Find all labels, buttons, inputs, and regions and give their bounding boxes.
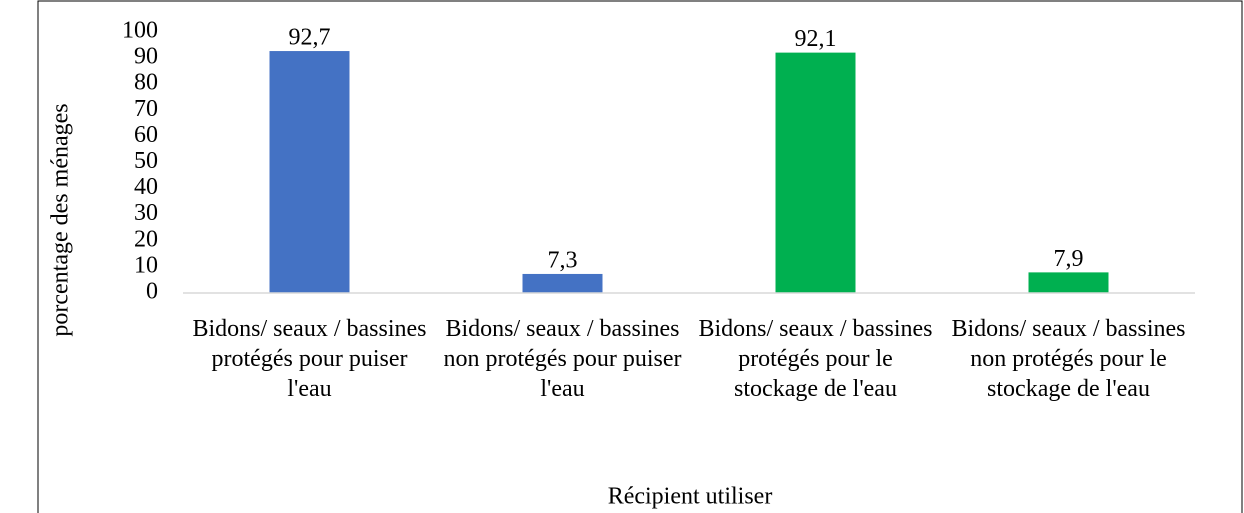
data-label: 92,1 — [795, 26, 837, 52]
y-tick-label: 20 — [134, 226, 158, 252]
y-tick-label: 90 — [134, 44, 158, 70]
chart-frame — [37, 0, 1243, 513]
bar — [269, 51, 350, 293]
x-tick-label: Bidons/ seaux / bassines protégés pour p… — [192, 316, 427, 402]
x-tick-label: Bidons/ seaux / bassines non protégés po… — [951, 316, 1186, 402]
y-tick-label: 30 — [134, 200, 158, 226]
bar — [775, 52, 856, 293]
bar — [1028, 272, 1109, 293]
bar — [522, 273, 603, 293]
x-tick-label: Bidons/ seaux / bassines non protégés po… — [443, 316, 682, 402]
y-tick-label: 80 — [134, 70, 158, 96]
y-tick-label: 60 — [134, 122, 158, 148]
y-tick-label: 70 — [134, 96, 158, 122]
y-tick-label: 40 — [134, 174, 158, 200]
data-label: 7,9 — [1054, 246, 1084, 272]
y-tick-label: 0 — [146, 279, 158, 305]
x-tick-label: Bidons/ seaux / bassines protégés pour l… — [698, 316, 933, 402]
y-axis-title: porcentage des ménages — [48, 103, 74, 336]
y-tick-label: 10 — [134, 252, 158, 278]
data-label: 7,3 — [548, 247, 578, 273]
data-label: 92,7 — [289, 25, 331, 51]
y-tick-label: 50 — [134, 148, 158, 174]
x-axis-title: Récipient utiliser — [608, 484, 773, 510]
y-tick-label: 100 — [122, 18, 158, 44]
